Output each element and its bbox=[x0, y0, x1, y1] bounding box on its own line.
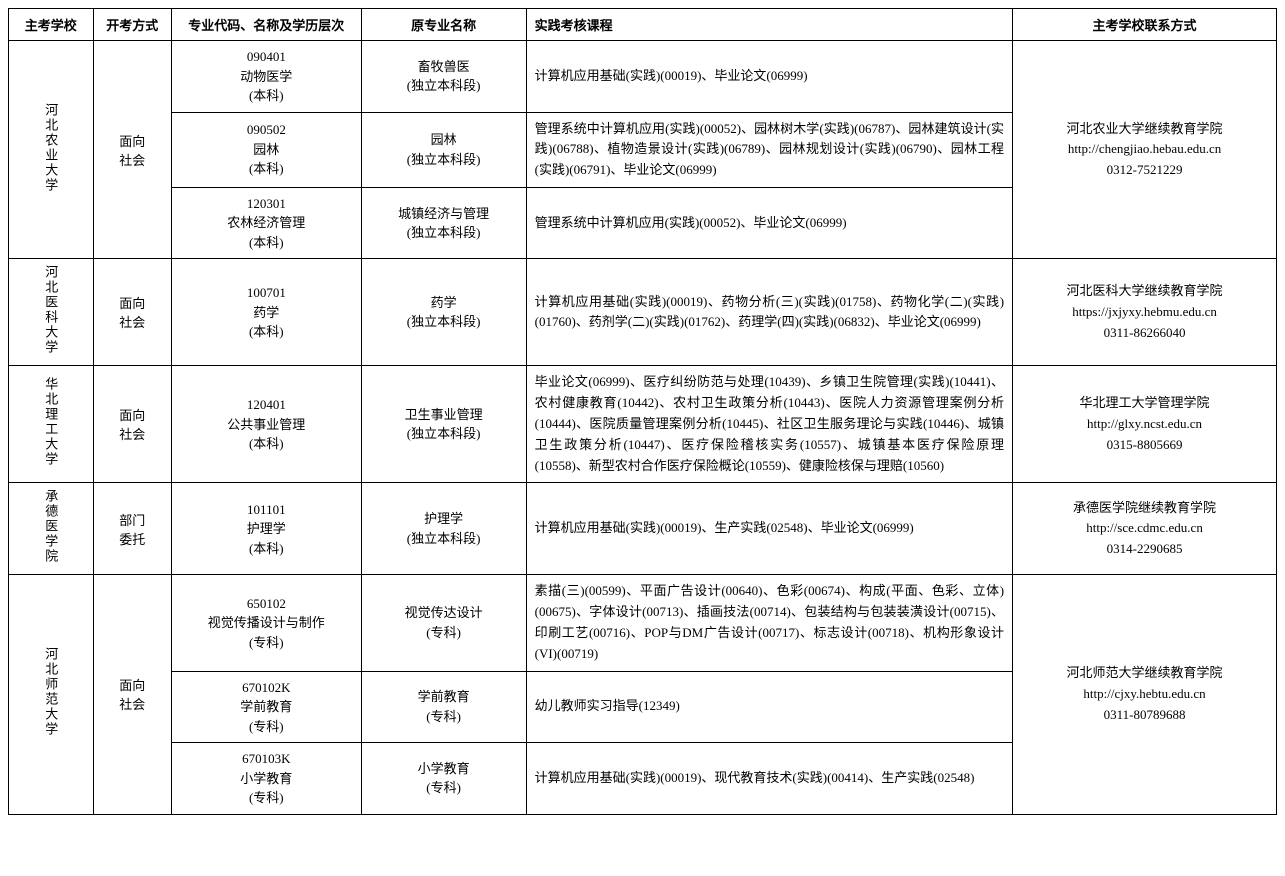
origname-cell: 药学(独立本科段) bbox=[361, 259, 526, 366]
contact-cell: 河北农业大学继续教育学院http://chengjiao.hebau.edu.c… bbox=[1013, 41, 1277, 259]
school-name: 河北师范大学 bbox=[41, 647, 60, 737]
table-header: 主考学校 开考方式 专业代码、名称及学历层次 原专业名称 实践考核课程 主考学校… bbox=[9, 9, 1277, 41]
school-name: 河北医科大学 bbox=[41, 265, 60, 355]
school-cell: 华北理工大学 bbox=[9, 366, 94, 483]
header-courses: 实践考核课程 bbox=[526, 9, 1012, 41]
contact-cell: 河北医科大学继续教育学院https://jxjyxy.hebmu.edu.cn0… bbox=[1013, 259, 1277, 366]
origname-cell: 园林(独立本科段) bbox=[361, 112, 526, 187]
header-major: 专业代码、名称及学历层次 bbox=[171, 9, 361, 41]
courses-cell: 毕业论文(06999)、医疗纠纷防范与处理(10439)、乡镇卫生院管理(实践)… bbox=[526, 366, 1012, 483]
courses-cell: 素描(三)(00599)、平面广告设计(00640)、色彩(00674)、构成(… bbox=[526, 575, 1012, 671]
school-name: 河北农业大学 bbox=[41, 103, 60, 193]
header-origname: 原专业名称 bbox=[361, 9, 526, 41]
header-school: 主考学校 bbox=[9, 9, 94, 41]
table-row: 河北医科大学 面向社会100701药学(本科)药学(独立本科段)计算机应用基础(实… bbox=[9, 259, 1277, 366]
courses-cell: 计算机应用基础(实践)(00019)、毕业论文(06999) bbox=[526, 41, 1012, 113]
method-cell: 面向社会 bbox=[93, 366, 171, 483]
courses-cell: 计算机应用基础(实践)(00019)、药物分析(三)(实践)(01758)、药物… bbox=[526, 259, 1012, 366]
major-cell: 670103K小学教育(专科) bbox=[171, 743, 361, 815]
exam-table: 主考学校 开考方式 专业代码、名称及学历层次 原专业名称 实践考核课程 主考学校… bbox=[8, 8, 1277, 815]
table-row: 承德医学院 部门委托101101护理学(本科)护理学(独立本科段)计算机应用基础(… bbox=[9, 483, 1277, 575]
origname-cell: 卫生事业管理(独立本科段) bbox=[361, 366, 526, 483]
origname-cell: 学前教育(专科) bbox=[361, 671, 526, 743]
courses-cell: 计算机应用基础(实践)(00019)、生产实践(02548)、毕业论文(0699… bbox=[526, 483, 1012, 575]
major-cell: 120401公共事业管理(本科) bbox=[171, 366, 361, 483]
table-row: 华北理工大学 面向社会120401公共事业管理(本科)卫生事业管理(独立本科段)毕… bbox=[9, 366, 1277, 483]
method-cell: 面向社会 bbox=[93, 575, 171, 814]
school-cell: 河北农业大学 bbox=[9, 41, 94, 259]
origname-cell: 畜牧兽医(独立本科段) bbox=[361, 41, 526, 113]
major-cell: 090502园林(本科) bbox=[171, 112, 361, 187]
courses-cell: 管理系统中计算机应用(实践)(00052)、毕业论文(06999) bbox=[526, 187, 1012, 259]
school-name: 华北理工大学 bbox=[41, 377, 60, 467]
origname-cell: 小学教育(专科) bbox=[361, 743, 526, 815]
header-contact: 主考学校联系方式 bbox=[1013, 9, 1277, 41]
contact-cell: 承德医学院继续教育学院http://sce.cdmc.edu.cn0314-22… bbox=[1013, 483, 1277, 575]
table-body: 河北农业大学面向社会090401动物医学(本科)畜牧兽医(独立本科段)计算机应用… bbox=[9, 41, 1277, 815]
school-cell: 河北师范大学 bbox=[9, 575, 94, 814]
origname-cell: 护理学(独立本科段) bbox=[361, 483, 526, 575]
table-row: 河北师范大学面向社会650102视觉传播设计与制作(专科)视觉传达设计(专科)素… bbox=[9, 575, 1277, 671]
school-cell: 承德医学院 bbox=[9, 483, 94, 575]
courses-cell: 管理系统中计算机应用(实践)(00052)、园林树木学(实践)(06787)、园… bbox=[526, 112, 1012, 187]
school-name: 承德医学院 bbox=[41, 489, 60, 564]
courses-cell: 幼儿教师实习指导(12349) bbox=[526, 671, 1012, 743]
courses-cell: 计算机应用基础(实践)(00019)、现代教育技术(实践)(00414)、生产实… bbox=[526, 743, 1012, 815]
header-row: 主考学校 开考方式 专业代码、名称及学历层次 原专业名称 实践考核课程 主考学校… bbox=[9, 9, 1277, 41]
school-cell: 河北医科大学 bbox=[9, 259, 94, 366]
method-cell: 部门委托 bbox=[93, 483, 171, 575]
major-cell: 101101护理学(本科) bbox=[171, 483, 361, 575]
major-cell: 670102K学前教育(专科) bbox=[171, 671, 361, 743]
contact-cell: 华北理工大学管理学院http://glxy.ncst.edu.cn0315-88… bbox=[1013, 366, 1277, 483]
major-cell: 090401动物医学(本科) bbox=[171, 41, 361, 113]
major-cell: 100701药学(本科) bbox=[171, 259, 361, 366]
major-cell: 650102视觉传播设计与制作(专科) bbox=[171, 575, 361, 671]
header-method: 开考方式 bbox=[93, 9, 171, 41]
method-cell: 面向社会 bbox=[93, 259, 171, 366]
table-row: 河北农业大学面向社会090401动物医学(本科)畜牧兽医(独立本科段)计算机应用… bbox=[9, 41, 1277, 113]
major-cell: 120301农林经济管理(本科) bbox=[171, 187, 361, 259]
method-cell: 面向社会 bbox=[93, 41, 171, 259]
origname-cell: 视觉传达设计(专科) bbox=[361, 575, 526, 671]
origname-cell: 城镇经济与管理(独立本科段) bbox=[361, 187, 526, 259]
contact-cell: 河北师范大学继续教育学院http://cjxy.hebtu.edu.cn0311… bbox=[1013, 575, 1277, 814]
